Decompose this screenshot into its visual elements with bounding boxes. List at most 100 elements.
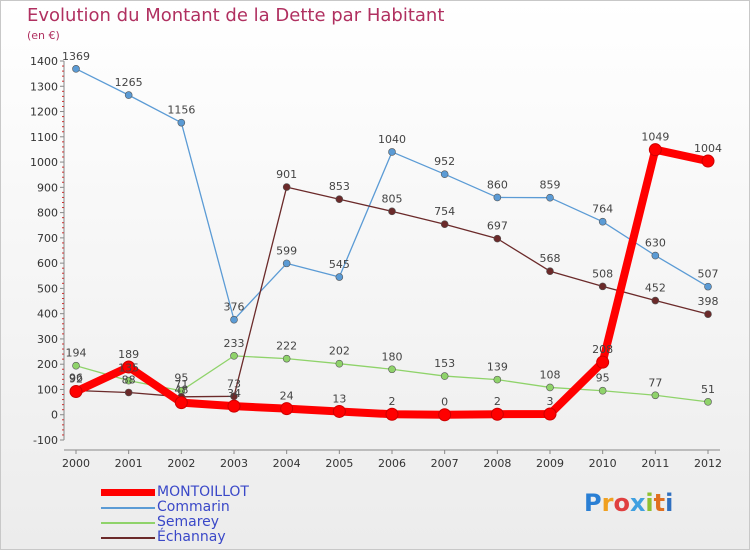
data-label: 51	[701, 383, 715, 396]
logo-letter: x	[629, 489, 646, 517]
y-tick-label: 1400	[30, 55, 58, 68]
data-label: 952	[434, 155, 455, 168]
data-label: 73	[227, 377, 241, 390]
data-label: 805	[382, 192, 403, 205]
data-label: 135	[118, 362, 139, 375]
data-point	[388, 365, 396, 374]
data-label: 202	[329, 345, 350, 358]
data-point	[546, 383, 554, 392]
y-tick-label: 1200	[30, 106, 58, 119]
data-point	[651, 296, 660, 305]
data-point	[282, 183, 291, 191]
legend-label: MONTOILLOT	[157, 484, 249, 500]
x-tick-label: 2001	[115, 457, 143, 470]
y-tick-label: 500	[37, 282, 58, 295]
x-tick-label: 2008	[483, 457, 511, 470]
data-label: 233	[224, 337, 245, 350]
data-point	[648, 143, 662, 157]
y-tick-label: 200	[37, 358, 58, 371]
data-point	[704, 282, 712, 291]
data-point	[598, 282, 607, 291]
logo-letter: o	[613, 489, 630, 517]
data-label: 754	[434, 205, 455, 218]
data-label: 1265	[115, 76, 143, 89]
y-tick-label: 1000	[30, 156, 58, 169]
data-point	[282, 259, 291, 268]
data-label: 222	[276, 340, 297, 353]
data-point	[598, 217, 607, 226]
x-tick-label: 2005	[325, 457, 353, 470]
data-label: 1040	[378, 133, 406, 146]
data-label: 452	[645, 282, 666, 295]
y-tick-label: 400	[37, 308, 58, 321]
data-label: 77	[648, 376, 662, 389]
chart-subtitle: (en €)	[27, 29, 60, 42]
data-point	[72, 65, 80, 73]
data-label: 108	[540, 368, 561, 381]
data-point	[124, 376, 133, 385]
data-label: 1049	[641, 131, 669, 144]
legend-label: Échannay	[157, 529, 226, 545]
x-tick-label: 2010	[589, 457, 617, 470]
data-point	[335, 359, 344, 368]
data-point	[69, 384, 83, 398]
data-point	[440, 372, 449, 380]
y-tick-label: -100	[33, 434, 58, 447]
data-point	[598, 386, 607, 395]
data-label: 901	[276, 168, 297, 181]
data-point	[124, 91, 133, 99]
data-label: 860	[487, 178, 508, 191]
data-point	[440, 220, 449, 229]
data-point	[493, 193, 502, 202]
data-label: 180	[382, 350, 403, 363]
data-label: 92	[69, 372, 83, 385]
data-label: 96	[69, 371, 83, 384]
legend-swatch	[101, 507, 155, 509]
data-label: 13	[332, 392, 346, 405]
data-label: 34	[227, 387, 241, 400]
x-tick-label: 2000	[62, 457, 90, 470]
legend-label: Semarey	[157, 514, 220, 530]
data-point	[596, 355, 610, 369]
y-tick-label: 0	[51, 409, 58, 422]
data-point	[388, 207, 396, 216]
y-tick-label: 900	[37, 181, 58, 194]
series-line-échannay	[75, 186, 709, 398]
data-point	[543, 407, 557, 421]
data-label: 1004	[694, 142, 722, 155]
data-point	[490, 407, 504, 421]
y-tick-label: 700	[37, 232, 58, 245]
x-tick-label: 2007	[431, 457, 459, 470]
data-label: 2	[389, 395, 396, 408]
y-tick-label: 1300	[30, 80, 58, 93]
data-label: 194	[66, 347, 87, 360]
y-tick-label: 300	[37, 333, 58, 346]
data-label: 599	[276, 244, 297, 257]
x-tick-label: 2004	[273, 457, 301, 470]
data-label: 859	[540, 179, 561, 192]
data-point	[651, 391, 660, 400]
y-tick-label: 600	[37, 257, 58, 270]
data-point	[122, 360, 136, 374]
y-tick-label: 1100	[30, 131, 58, 144]
x-tick-label: 2006	[378, 457, 406, 470]
data-point	[438, 408, 452, 422]
data-point	[230, 352, 238, 360]
data-label: 1156	[167, 104, 195, 117]
data-label: 189	[118, 348, 139, 361]
logo-letter: t	[653, 489, 666, 517]
logo-letter: i	[645, 489, 654, 517]
data-point	[546, 267, 554, 276]
data-label: 1369	[62, 50, 90, 63]
data-label: 507	[698, 268, 719, 281]
data-point	[174, 396, 188, 410]
data-point	[335, 273, 344, 281]
x-tick-label: 2003	[220, 457, 248, 470]
data-label: 139	[487, 361, 508, 374]
data-point	[335, 195, 344, 204]
data-label: 2	[494, 395, 501, 408]
logo-letter: i	[665, 489, 674, 517]
data-label: 376	[224, 301, 245, 314]
